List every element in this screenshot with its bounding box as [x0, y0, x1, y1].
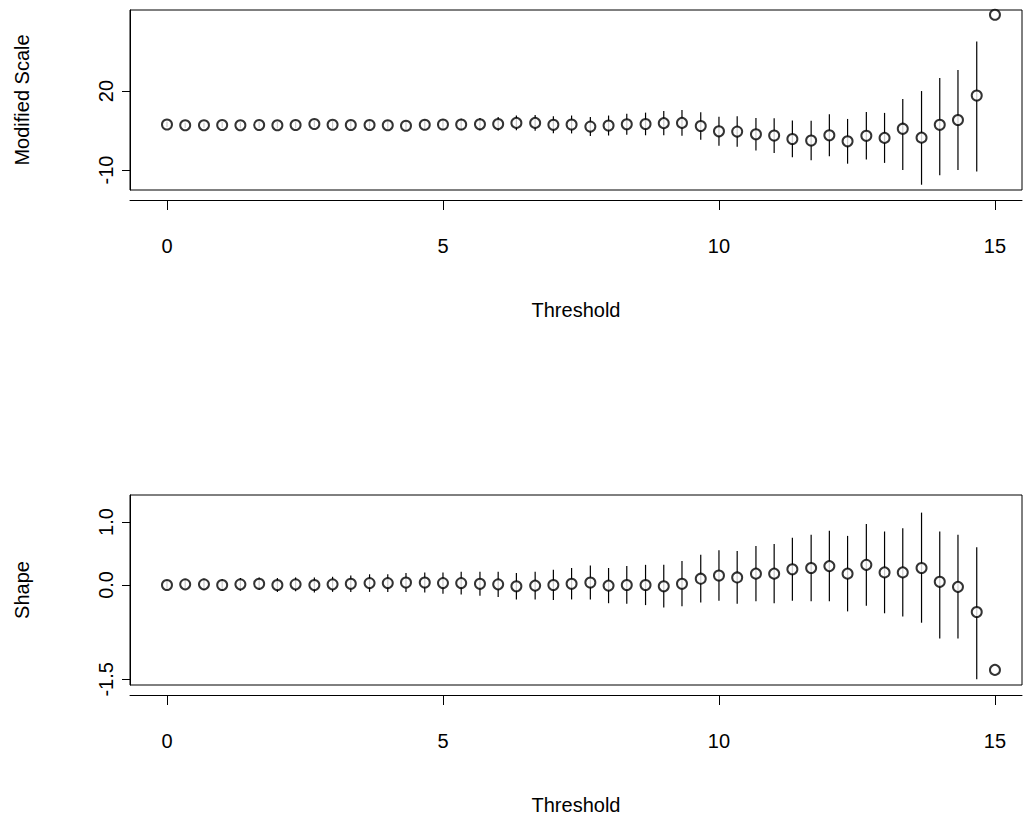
- svg-text:Modified Scale: Modified Scale: [11, 34, 33, 165]
- svg-text:0: 0: [161, 235, 172, 257]
- svg-text:10: 10: [708, 730, 730, 752]
- svg-text:1.0: 1.0: [95, 508, 117, 536]
- svg-text:15: 15: [984, 730, 1006, 752]
- svg-text:Shape: Shape: [11, 561, 33, 619]
- svg-text:20: 20: [95, 80, 117, 102]
- svg-text:10: 10: [708, 235, 730, 257]
- svg-text:-10: -10: [95, 156, 117, 185]
- svg-text:15: 15: [984, 235, 1006, 257]
- svg-text:0.0: 0.0: [95, 571, 117, 599]
- svg-text:-1.5: -1.5: [95, 662, 117, 696]
- svg-text:Threshold: Threshold: [532, 794, 621, 816]
- svg-text:Threshold: Threshold: [532, 299, 621, 321]
- svg-text:5: 5: [437, 235, 448, 257]
- svg-text:5: 5: [437, 730, 448, 752]
- svg-text:0: 0: [161, 730, 172, 752]
